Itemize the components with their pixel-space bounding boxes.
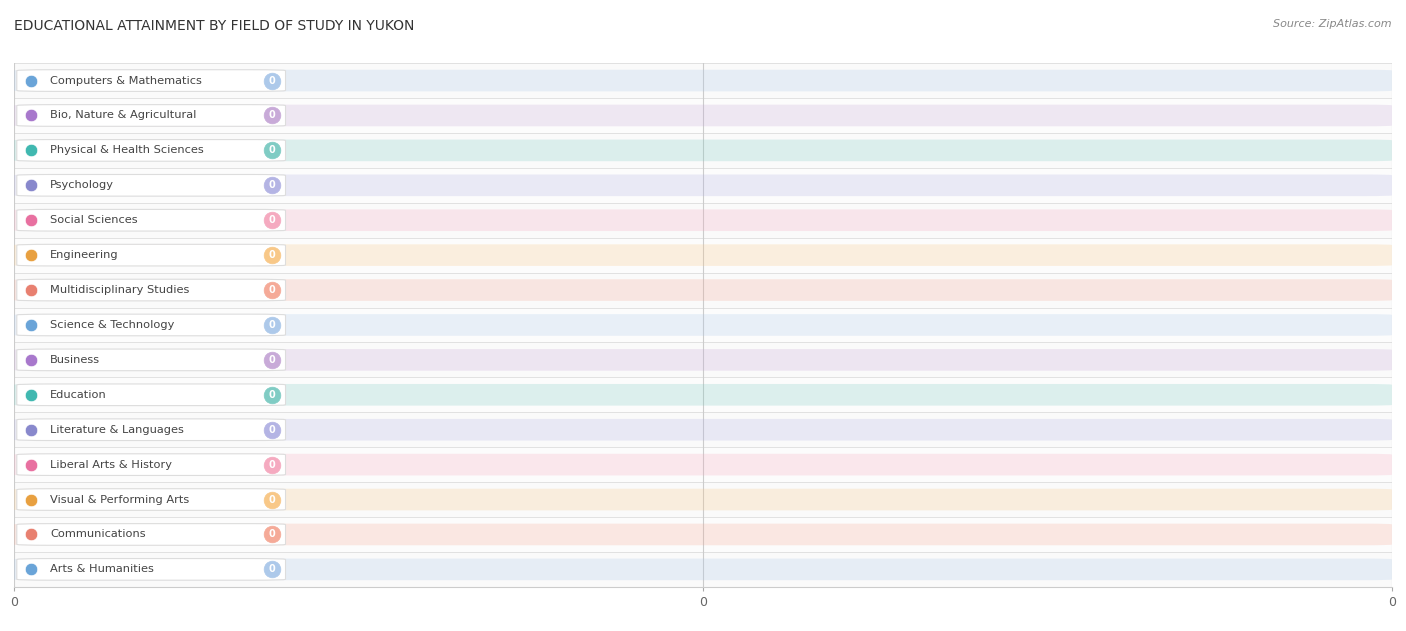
Text: 0: 0: [269, 215, 276, 225]
Text: Literature & Languages: Literature & Languages: [49, 425, 184, 435]
Text: Computers & Mathematics: Computers & Mathematics: [49, 76, 201, 86]
Text: 0: 0: [269, 285, 276, 295]
FancyBboxPatch shape: [14, 558, 1392, 580]
FancyBboxPatch shape: [14, 105, 1392, 126]
FancyBboxPatch shape: [14, 209, 1392, 231]
FancyBboxPatch shape: [14, 314, 1392, 336]
FancyBboxPatch shape: [17, 105, 285, 126]
Bar: [14, 377, 1392, 412]
Text: 0: 0: [269, 564, 276, 574]
FancyBboxPatch shape: [17, 314, 285, 336]
FancyBboxPatch shape: [14, 419, 1392, 440]
FancyBboxPatch shape: [17, 209, 285, 231]
FancyBboxPatch shape: [17, 139, 285, 161]
Text: 0: 0: [269, 425, 276, 435]
Text: 0: 0: [269, 529, 276, 540]
Bar: [14, 63, 1392, 98]
Text: 0: 0: [269, 459, 276, 469]
Bar: [14, 273, 1392, 307]
Bar: [14, 133, 1392, 168]
Text: 0: 0: [269, 355, 276, 365]
FancyBboxPatch shape: [17, 70, 285, 91]
Bar: [14, 203, 1392, 238]
FancyBboxPatch shape: [17, 280, 285, 301]
Text: 0: 0: [269, 76, 276, 86]
Text: Multidisciplinary Studies: Multidisciplinary Studies: [49, 285, 190, 295]
Text: Psychology: Psychology: [49, 180, 114, 191]
Text: Liberal Arts & History: Liberal Arts & History: [49, 459, 172, 469]
FancyBboxPatch shape: [14, 384, 1392, 406]
FancyBboxPatch shape: [17, 175, 285, 196]
Text: EDUCATIONAL ATTAINMENT BY FIELD OF STUDY IN YUKON: EDUCATIONAL ATTAINMENT BY FIELD OF STUDY…: [14, 19, 415, 33]
Bar: [14, 238, 1392, 273]
Bar: [14, 307, 1392, 343]
Bar: [14, 482, 1392, 517]
Text: 0: 0: [269, 320, 276, 330]
FancyBboxPatch shape: [14, 454, 1392, 475]
Text: Social Sciences: Social Sciences: [49, 215, 138, 225]
Bar: [14, 517, 1392, 552]
Text: Bio, Nature & Agricultural: Bio, Nature & Agricultural: [49, 110, 197, 121]
Text: 0: 0: [269, 495, 276, 505]
Text: 0: 0: [269, 390, 276, 400]
Text: Business: Business: [49, 355, 100, 365]
FancyBboxPatch shape: [17, 384, 285, 406]
Text: Education: Education: [49, 390, 107, 400]
FancyBboxPatch shape: [14, 489, 1392, 510]
Bar: [14, 98, 1392, 133]
FancyBboxPatch shape: [14, 175, 1392, 196]
Text: Arts & Humanities: Arts & Humanities: [49, 564, 153, 574]
FancyBboxPatch shape: [17, 558, 285, 580]
Text: 0: 0: [269, 250, 276, 260]
FancyBboxPatch shape: [17, 419, 285, 440]
Bar: [14, 412, 1392, 447]
FancyBboxPatch shape: [17, 244, 285, 266]
Bar: [14, 343, 1392, 377]
Bar: [14, 168, 1392, 203]
FancyBboxPatch shape: [14, 280, 1392, 301]
Bar: [14, 447, 1392, 482]
Text: Science & Technology: Science & Technology: [49, 320, 174, 330]
FancyBboxPatch shape: [17, 349, 285, 370]
FancyBboxPatch shape: [14, 70, 1392, 91]
Text: Visual & Performing Arts: Visual & Performing Arts: [49, 495, 190, 505]
Text: 0: 0: [269, 180, 276, 191]
Text: Physical & Health Sciences: Physical & Health Sciences: [49, 145, 204, 155]
FancyBboxPatch shape: [14, 139, 1392, 161]
Text: Source: ZipAtlas.com: Source: ZipAtlas.com: [1274, 19, 1392, 29]
Text: 0: 0: [269, 145, 276, 155]
FancyBboxPatch shape: [14, 524, 1392, 545]
FancyBboxPatch shape: [14, 349, 1392, 370]
FancyBboxPatch shape: [17, 489, 285, 510]
Bar: [14, 552, 1392, 587]
FancyBboxPatch shape: [17, 454, 285, 475]
Text: Communications: Communications: [49, 529, 145, 540]
FancyBboxPatch shape: [14, 244, 1392, 266]
Text: Engineering: Engineering: [49, 250, 118, 260]
Text: 0: 0: [269, 110, 276, 121]
FancyBboxPatch shape: [17, 524, 285, 545]
